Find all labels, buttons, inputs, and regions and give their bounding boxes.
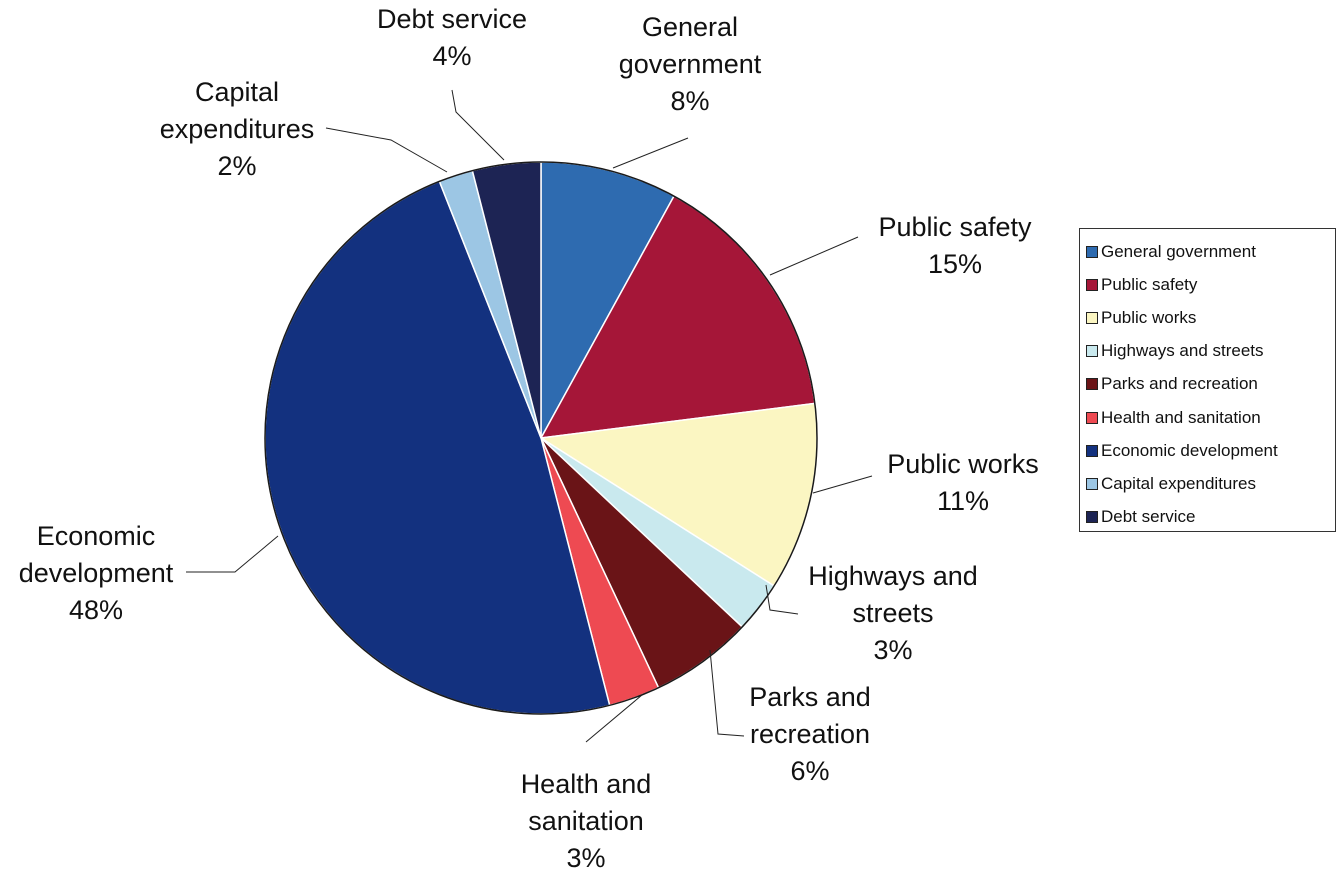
legend-item-parks-and-recreation: Parks and recreation [1086,368,1335,401]
leader-line-health-and-sanitation [585,694,643,743]
leader-line-parks-and-recreation [709,649,745,737]
legend-item-public-works: Public works [1086,301,1335,334]
legend-item-highways-and-streets: Highways and streets [1086,335,1335,368]
leader-line-capital-expenditures [325,127,448,173]
callout-value: 3% [566,843,605,869]
callout-value: 3% [873,635,912,665]
callout-label: Debt service [377,4,527,34]
legend-swatch [1086,411,1098,424]
callout-economic-development: Economic development 48% [19,521,174,625]
callout-value: 48% [69,595,123,625]
callout-debt-service: Debt service 4% [377,4,527,71]
callout-value: 4% [432,41,471,71]
callout-highways-and-streets: Highways and streets 3% [808,561,978,665]
callout-public-safety: Public safety 15% [878,212,1032,279]
callout-value: 15% [928,249,982,279]
legend-swatch [1086,477,1098,490]
leader-lines [186,89,873,743]
legend-item-economic-development: Economic development [1086,434,1335,467]
legend-swatch [1086,444,1098,457]
legend-label: Public works [1101,307,1197,327]
callout-value: 6% [790,756,829,786]
leader-line-public-safety [769,236,859,276]
legend-label: Public safety [1101,274,1198,294]
callout-public-works: Public works 11% [887,449,1039,516]
leader-line-economic-development [186,535,279,573]
callout-label: sanitation [528,806,644,836]
slice-callouts: General government 8%Public safety 15%Publi… [19,4,1039,869]
legend-label: Health and sanitation [1101,407,1261,427]
leader-line-general-government [612,137,689,169]
callout-value: 11% [937,486,989,516]
callout-capital-expenditures: Capital expenditures 2% [160,77,315,181]
callout-parks-and-recreation: Parks and recreation 6% [749,682,871,786]
legend-label: Debt service [1101,507,1196,527]
callout-label: recreation [750,719,870,749]
callout-label: Parks and [749,682,871,712]
callout-general-government: General government 8% [619,12,762,116]
callout-label: Economic [37,521,156,551]
legend-item-health-and-sanitation: Health and sanitation [1086,401,1335,434]
legend-label: Highways and streets [1101,341,1264,361]
callout-label: streets [852,598,933,628]
leader-line-debt-service [451,89,505,161]
leader-line-public-works [812,475,873,494]
callout-label: government [619,49,762,79]
legend-item-debt-service: Debt service [1086,501,1335,534]
legend-item-general-government: General government [1086,235,1335,268]
leader-line-highways-and-streets [765,584,799,615]
legend-label: General government [1101,241,1256,261]
legend-swatch [1086,311,1098,324]
pie-outline [264,161,818,715]
legend-label: Economic development [1101,440,1278,460]
legend-label: Capital expenditures [1101,473,1256,493]
callout-label: Public works [887,449,1039,479]
callout-label: development [19,558,174,588]
callout-value: 2% [217,151,256,181]
legend-label: Parks and recreation [1101,374,1258,394]
legend-item-public-safety: Public safety [1086,268,1335,301]
legend-swatch [1086,345,1098,358]
callout-label: Highways and [808,561,978,591]
legend: General government Public safety Public wo… [1079,228,1336,532]
pie-slices [264,161,818,715]
legend-swatch [1086,378,1098,391]
callout-label: expenditures [160,114,315,144]
callout-value: 8% [670,86,709,116]
legend-swatch [1086,245,1098,258]
callout-label: General [642,12,738,42]
callout-health-and-sanitation: Health and sanitation 3% [521,769,652,869]
legend-swatch [1086,278,1098,291]
callout-label: Public safety [878,212,1032,242]
callout-label: Capital [195,77,279,107]
legend-swatch [1086,511,1098,524]
callout-label: Health and [521,769,652,799]
legend-item-capital-expenditures: Capital expenditures [1086,467,1335,500]
